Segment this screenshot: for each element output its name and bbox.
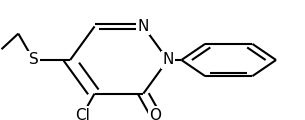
Text: S: S [29,53,38,67]
Text: N: N [162,53,174,67]
Text: Cl: Cl [75,108,90,120]
Text: O: O [149,108,162,120]
Text: N: N [138,19,149,34]
